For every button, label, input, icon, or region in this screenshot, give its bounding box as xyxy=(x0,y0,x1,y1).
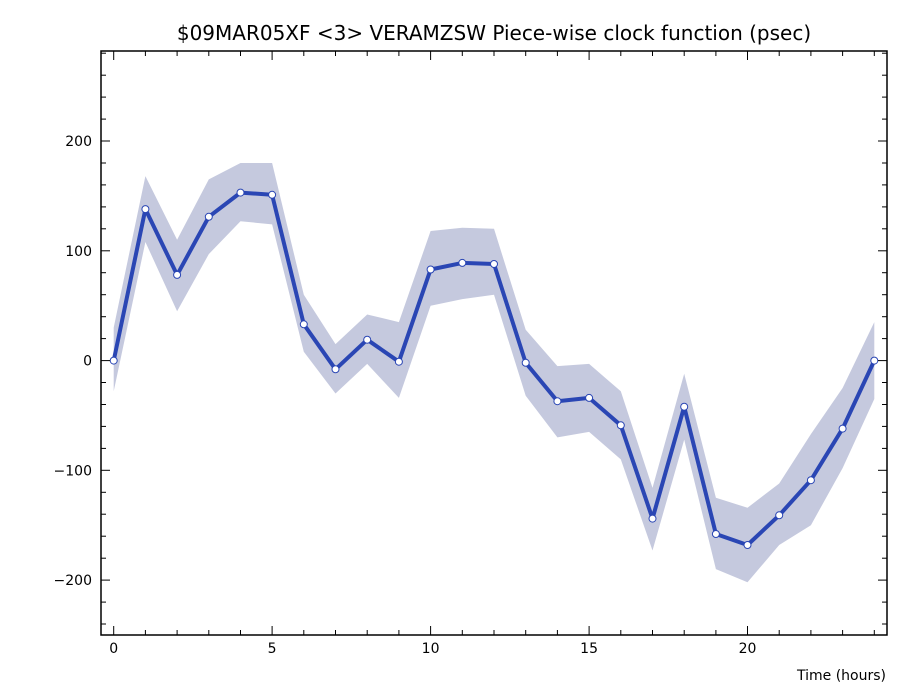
data-point xyxy=(268,190,277,199)
data-point xyxy=(775,511,784,520)
data-point xyxy=(141,205,150,214)
data-point xyxy=(553,397,562,406)
data-point xyxy=(299,320,308,329)
y-tick-label: 200 xyxy=(65,134,92,150)
data-point xyxy=(173,270,182,279)
data-point xyxy=(204,212,213,221)
data-point xyxy=(870,356,879,365)
error-band xyxy=(113,163,875,583)
y-tick-label: 0 xyxy=(83,354,92,370)
x-axis-label: Time (hours) xyxy=(796,668,886,684)
x-tick-label: 0 xyxy=(109,641,118,657)
data-point xyxy=(521,358,530,367)
axis-tick-layer xyxy=(101,51,887,635)
x-tick-label: 5 xyxy=(268,641,277,657)
chart-title: $09MAR05XF <3> VERAMZSW Piece-wise clock… xyxy=(177,21,811,45)
data-point xyxy=(838,424,847,433)
data-point xyxy=(109,356,118,365)
data-point xyxy=(458,258,467,267)
x-tick-label: 20 xyxy=(739,641,757,657)
x-tick-label: 10 xyxy=(422,641,440,657)
data-point xyxy=(648,514,657,523)
data-point xyxy=(616,421,625,430)
y-tick-label: −100 xyxy=(54,463,92,479)
y-tick-label: −200 xyxy=(54,573,92,589)
data-point xyxy=(680,402,689,411)
tick-label-layer: 0 5 10 15 20 200 100 0 −100 −200 xyxy=(54,134,757,657)
data-point xyxy=(394,357,403,366)
data-point xyxy=(426,265,435,274)
data-point xyxy=(806,476,815,485)
data-point xyxy=(363,335,372,344)
data-point xyxy=(236,188,245,197)
error-band-layer xyxy=(113,163,875,583)
data-point xyxy=(711,530,720,538)
data-point xyxy=(331,365,340,374)
data-point xyxy=(585,393,594,402)
data-point xyxy=(743,541,752,549)
data-point-layer xyxy=(109,188,879,549)
y-tick-label: 100 xyxy=(65,244,92,260)
x-tick-label: 15 xyxy=(580,641,598,657)
data-point xyxy=(490,260,498,268)
